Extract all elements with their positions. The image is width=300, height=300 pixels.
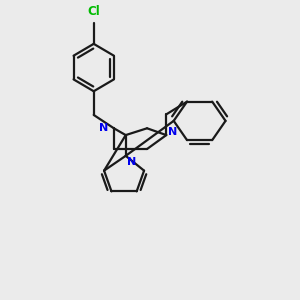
Text: N: N (168, 127, 177, 136)
Text: N: N (127, 157, 136, 167)
Text: N: N (99, 123, 109, 133)
Text: Cl: Cl (87, 5, 100, 18)
